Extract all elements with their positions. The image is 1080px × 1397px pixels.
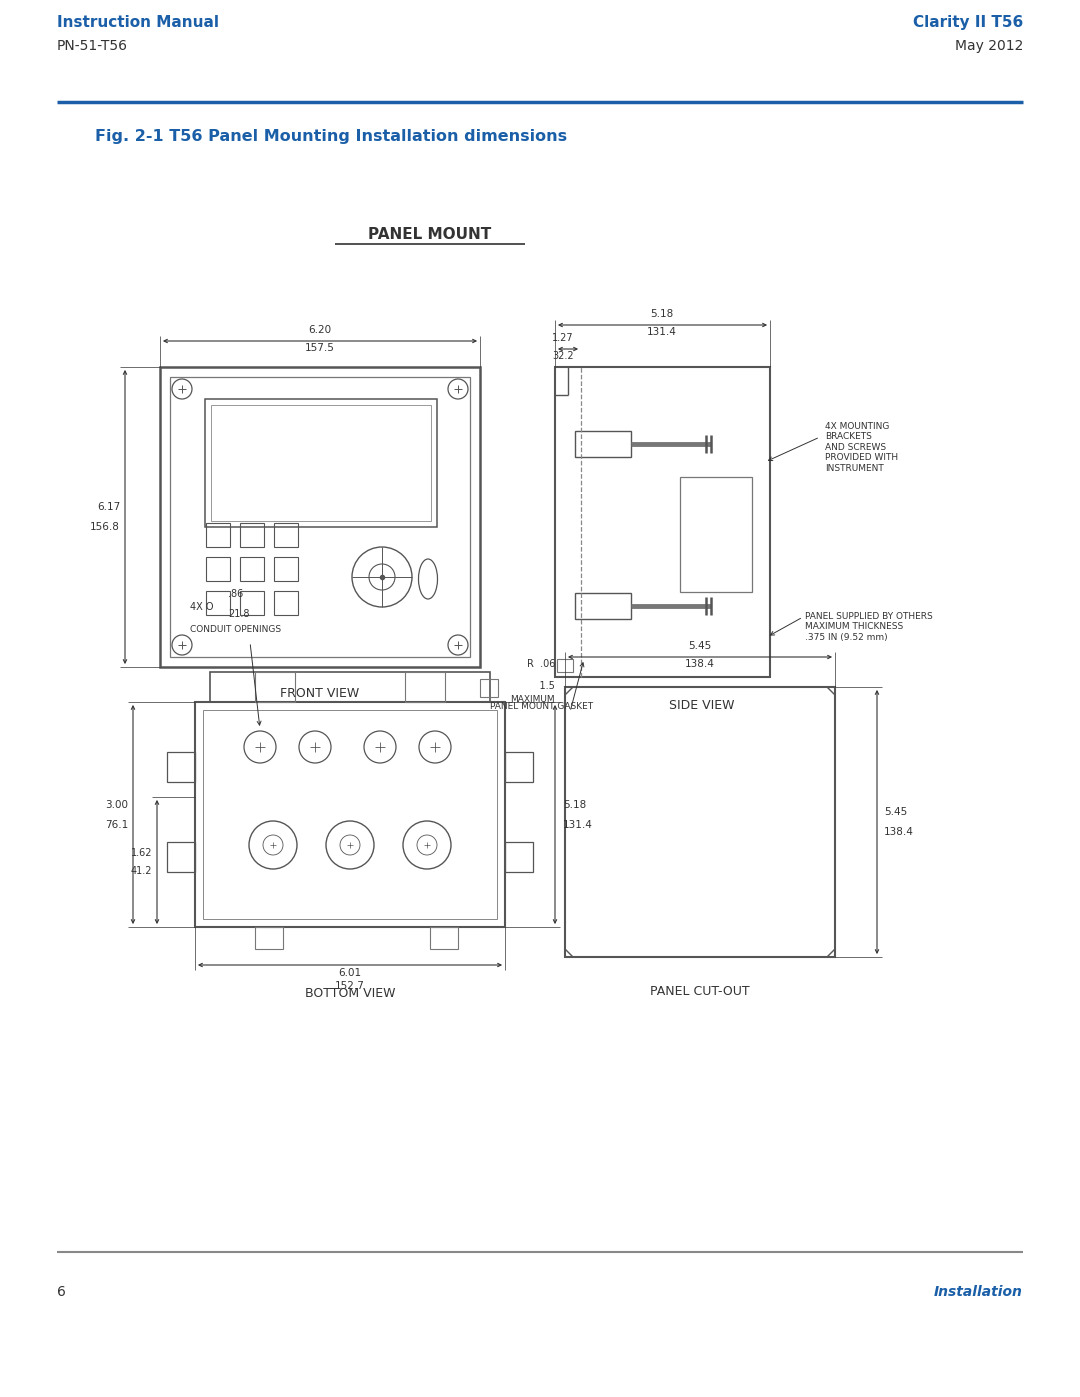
Text: 152.7: 152.7 bbox=[335, 981, 365, 990]
Text: PANEL SUPPLIED BY OTHERS
MAXIMUM THICKNESS
.375 IN (9.52 mm): PANEL SUPPLIED BY OTHERS MAXIMUM THICKNE… bbox=[805, 612, 933, 641]
Bar bbox=[430, 928, 458, 949]
Bar bbox=[557, 659, 573, 672]
Bar bbox=[240, 591, 264, 615]
Bar bbox=[240, 557, 264, 581]
Text: Fig. 2-1 T56 Panel Mounting Installation dimensions: Fig. 2-1 T56 Panel Mounting Installation… bbox=[95, 129, 567, 144]
Text: 1.27: 1.27 bbox=[552, 332, 573, 344]
Bar bbox=[255, 928, 283, 949]
Text: FRONT VIEW: FRONT VIEW bbox=[281, 687, 360, 700]
Text: 1.5: 1.5 bbox=[527, 680, 555, 692]
Text: PANEL MOUNT: PANEL MOUNT bbox=[368, 226, 491, 242]
Bar bbox=[211, 405, 431, 521]
Text: PANEL CUT-OUT: PANEL CUT-OUT bbox=[650, 985, 750, 997]
Text: Installation: Installation bbox=[934, 1285, 1023, 1299]
Bar bbox=[505, 752, 534, 782]
Text: 1.62: 1.62 bbox=[131, 848, 152, 858]
Text: 76.1: 76.1 bbox=[105, 820, 129, 830]
Bar bbox=[274, 557, 298, 581]
Text: 5.18: 5.18 bbox=[650, 309, 674, 319]
Text: MAXIMUM: MAXIMUM bbox=[511, 694, 555, 704]
Bar bbox=[167, 752, 195, 782]
Bar bbox=[240, 522, 264, 548]
Text: Clarity II T56: Clarity II T56 bbox=[913, 15, 1023, 29]
Text: 3.00: 3.00 bbox=[105, 800, 129, 810]
Bar bbox=[160, 367, 480, 666]
Text: R  .06: R .06 bbox=[527, 659, 555, 669]
Bar bbox=[405, 672, 445, 703]
Bar bbox=[255, 672, 295, 703]
Bar bbox=[575, 592, 631, 619]
Text: 156.8: 156.8 bbox=[90, 522, 120, 532]
Bar bbox=[206, 557, 230, 581]
Text: 21.8: 21.8 bbox=[228, 609, 249, 619]
Text: 6.20: 6.20 bbox=[309, 326, 332, 335]
Bar bbox=[480, 679, 498, 697]
Bar bbox=[203, 710, 497, 919]
Text: .86: .86 bbox=[228, 590, 243, 599]
Text: 138.4: 138.4 bbox=[685, 659, 715, 669]
Bar bbox=[575, 432, 631, 457]
Text: 6.17: 6.17 bbox=[97, 502, 120, 511]
Bar bbox=[167, 842, 195, 872]
Text: May 2012: May 2012 bbox=[955, 39, 1023, 53]
Bar bbox=[680, 476, 752, 592]
Text: 5.18: 5.18 bbox=[563, 800, 586, 810]
Text: 131.4: 131.4 bbox=[647, 327, 677, 337]
Text: 5.45: 5.45 bbox=[885, 807, 907, 817]
Text: BOTTOM VIEW: BOTTOM VIEW bbox=[305, 988, 395, 1000]
Text: PN-51-T56: PN-51-T56 bbox=[57, 39, 129, 53]
Text: SIDE VIEW: SIDE VIEW bbox=[670, 698, 734, 712]
Text: 41.2: 41.2 bbox=[131, 866, 152, 876]
Text: 157.5: 157.5 bbox=[305, 344, 335, 353]
Bar bbox=[170, 377, 470, 657]
Text: 131.4: 131.4 bbox=[563, 820, 593, 830]
Text: 6.01: 6.01 bbox=[338, 968, 362, 978]
Text: PANEL MOUNT GASKET: PANEL MOUNT GASKET bbox=[490, 703, 593, 711]
Text: 6: 6 bbox=[57, 1285, 66, 1299]
Text: 5.45: 5.45 bbox=[688, 641, 712, 651]
Bar bbox=[274, 591, 298, 615]
Bar bbox=[206, 591, 230, 615]
Text: 138.4: 138.4 bbox=[885, 827, 914, 837]
Text: 4X O: 4X O bbox=[190, 602, 214, 612]
Bar bbox=[210, 672, 490, 703]
Bar bbox=[205, 400, 437, 527]
Text: 32.2: 32.2 bbox=[552, 351, 573, 360]
Text: CONDUIT OPENINGS: CONDUIT OPENINGS bbox=[190, 624, 281, 634]
Bar bbox=[195, 703, 505, 928]
Bar bbox=[565, 687, 835, 957]
Text: Instruction Manual: Instruction Manual bbox=[57, 15, 219, 29]
Text: 4X MOUNTING
BRACKETS
AND SCREWS
PROVIDED WITH
INSTRUMENT: 4X MOUNTING BRACKETS AND SCREWS PROVIDED… bbox=[825, 422, 899, 472]
Bar bbox=[206, 522, 230, 548]
Bar bbox=[555, 367, 770, 678]
Bar bbox=[274, 522, 298, 548]
Bar bbox=[505, 842, 534, 872]
